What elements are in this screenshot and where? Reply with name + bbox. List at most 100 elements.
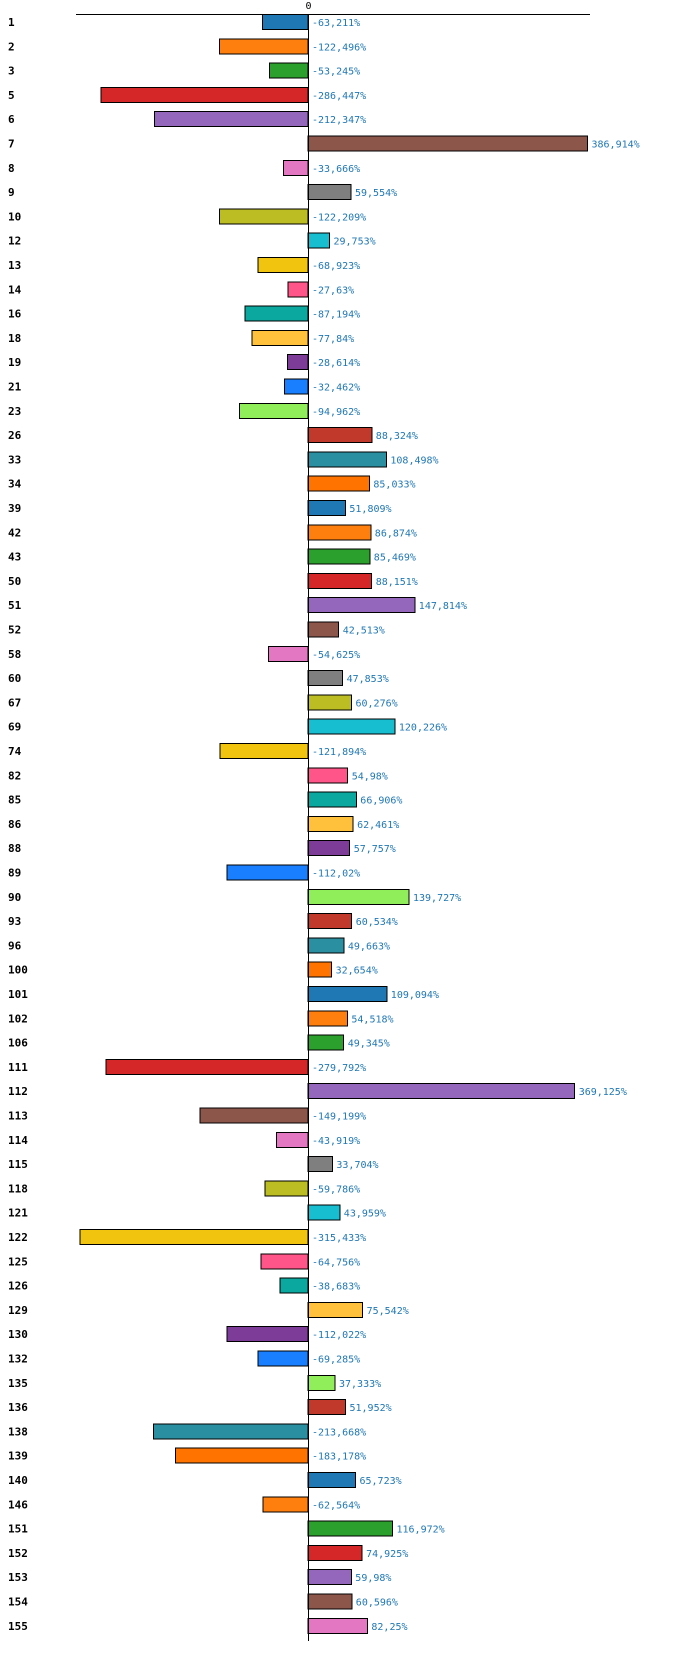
- bar-9: [307, 184, 352, 201]
- value-label-136: 51,952%: [350, 1403, 392, 1414]
- category-label-151: 151: [8, 1523, 28, 1536]
- category-label-82: 82: [8, 769, 21, 782]
- labels-group: 1 -63,211% 2 -122,496% 3 -53,245% 5 -286,447% 6 -…: [8, 16, 640, 1633]
- category-label-85: 85: [8, 794, 21, 807]
- category-label-86: 86: [8, 818, 22, 831]
- category-label-43: 43: [8, 551, 21, 564]
- value-label-89: -112,02%: [312, 869, 360, 880]
- category-label-33: 33: [8, 453, 21, 466]
- value-label-130: -112,022%: [312, 1330, 366, 1341]
- category-label-146: 146: [8, 1498, 28, 1511]
- value-label-126: -38,683%: [312, 1282, 360, 1293]
- value-label-152: 74,925%: [366, 1549, 408, 1560]
- category-label-52: 52: [8, 624, 21, 637]
- value-label-39: 51,809%: [349, 504, 391, 515]
- value-label-74: -121,894%: [312, 747, 366, 758]
- category-label-18: 18: [8, 332, 21, 345]
- category-label-96: 96: [8, 939, 22, 952]
- category-label-12: 12: [8, 235, 21, 248]
- category-label-88: 88: [8, 842, 21, 855]
- bar-5: [100, 86, 309, 103]
- category-label-13: 13: [8, 259, 21, 272]
- category-label-122: 122: [8, 1231, 28, 1244]
- bar-42: [307, 524, 372, 541]
- category-label-10: 10: [8, 210, 21, 223]
- value-label-10: -122,209%: [312, 212, 366, 223]
- value-label-90: 139,727%: [413, 893, 461, 904]
- value-label-34: 85,033%: [373, 480, 415, 491]
- category-label-23: 23: [8, 405, 21, 418]
- bar-138: [153, 1423, 309, 1440]
- category-label-51: 51: [8, 599, 22, 612]
- bar-26: [307, 427, 373, 444]
- category-label-60: 60: [8, 672, 21, 685]
- value-label-102: 54,518%: [351, 1014, 393, 1025]
- bar-21: [284, 378, 309, 395]
- bar-146: [262, 1496, 309, 1513]
- value-label-132: -69,285%: [312, 1355, 360, 1366]
- category-label-58: 58: [8, 648, 21, 661]
- value-label-18: -77,84%: [312, 334, 354, 345]
- category-label-153: 153: [8, 1571, 28, 1584]
- value-label-21: -32,462%: [312, 383, 360, 394]
- value-label-121: 43,959%: [344, 1209, 386, 1220]
- bar-2: [219, 38, 309, 55]
- bar-85: [307, 791, 357, 808]
- value-label-23: -94,962%: [312, 407, 360, 418]
- category-label-139: 139: [8, 1450, 28, 1463]
- category-label-114: 114: [8, 1134, 28, 1147]
- category-label-101: 101: [8, 988, 28, 1001]
- value-label-19: -28,614%: [312, 358, 360, 369]
- value-label-26: 88,324%: [376, 431, 418, 442]
- category-label-5: 5: [8, 89, 15, 102]
- category-label-102: 102: [8, 1012, 28, 1025]
- bar-82: [307, 767, 349, 784]
- bar-122: [79, 1229, 309, 1245]
- category-label-121: 121: [8, 1207, 28, 1220]
- bar-1: [261, 14, 309, 30]
- value-label-96: 49,663%: [348, 941, 390, 952]
- bar-93: [307, 913, 353, 930]
- bar-51: [307, 597, 416, 614]
- value-label-129: 75,542%: [367, 1306, 409, 1317]
- bar-139: [175, 1447, 309, 1464]
- category-label-125: 125: [8, 1255, 28, 1268]
- value-label-67: 60,276%: [356, 698, 398, 709]
- bar-140: [307, 1472, 356, 1488]
- bar-18: [251, 329, 309, 346]
- category-label-19: 19: [8, 356, 21, 369]
- value-label-106: 49,345%: [348, 1039, 390, 1050]
- category-label-100: 100: [8, 964, 28, 977]
- category-label-111: 111: [8, 1061, 28, 1074]
- category-label-129: 129: [8, 1304, 28, 1317]
- value-label-14: -27,63%: [312, 285, 354, 296]
- category-label-140: 140: [8, 1474, 28, 1487]
- bar-6: [154, 111, 309, 128]
- category-label-132: 132: [8, 1353, 28, 1366]
- bar-13: [257, 257, 309, 273]
- value-label-111: -279,792%: [312, 1063, 366, 1074]
- bar-14: [287, 281, 309, 298]
- bar-12: [307, 232, 330, 249]
- value-label-146: -62,564%: [312, 1500, 360, 1511]
- value-label-42: 86,874%: [375, 528, 417, 539]
- category-label-39: 39: [8, 502, 21, 515]
- category-label-34: 34: [8, 478, 22, 491]
- category-label-7: 7: [8, 138, 15, 151]
- value-label-118: -59,786%: [312, 1184, 360, 1195]
- value-label-114: -43,919%: [312, 1136, 360, 1147]
- value-label-50: 88,151%: [376, 577, 418, 588]
- category-label-2: 2: [8, 40, 15, 53]
- category-label-74: 74: [8, 745, 22, 758]
- category-label-90: 90: [8, 891, 21, 904]
- bar-118: [264, 1180, 309, 1197]
- category-label-6: 6: [8, 113, 15, 126]
- bar-10: [219, 208, 309, 225]
- bar-153: [307, 1569, 352, 1586]
- bar-112: [307, 1083, 576, 1100]
- value-label-2: -122,496%: [312, 42, 366, 53]
- bar-121: [307, 1204, 341, 1221]
- bar-152: [307, 1544, 363, 1561]
- value-label-82: 54,98%: [352, 771, 388, 782]
- bar-151: [307, 1520, 393, 1537]
